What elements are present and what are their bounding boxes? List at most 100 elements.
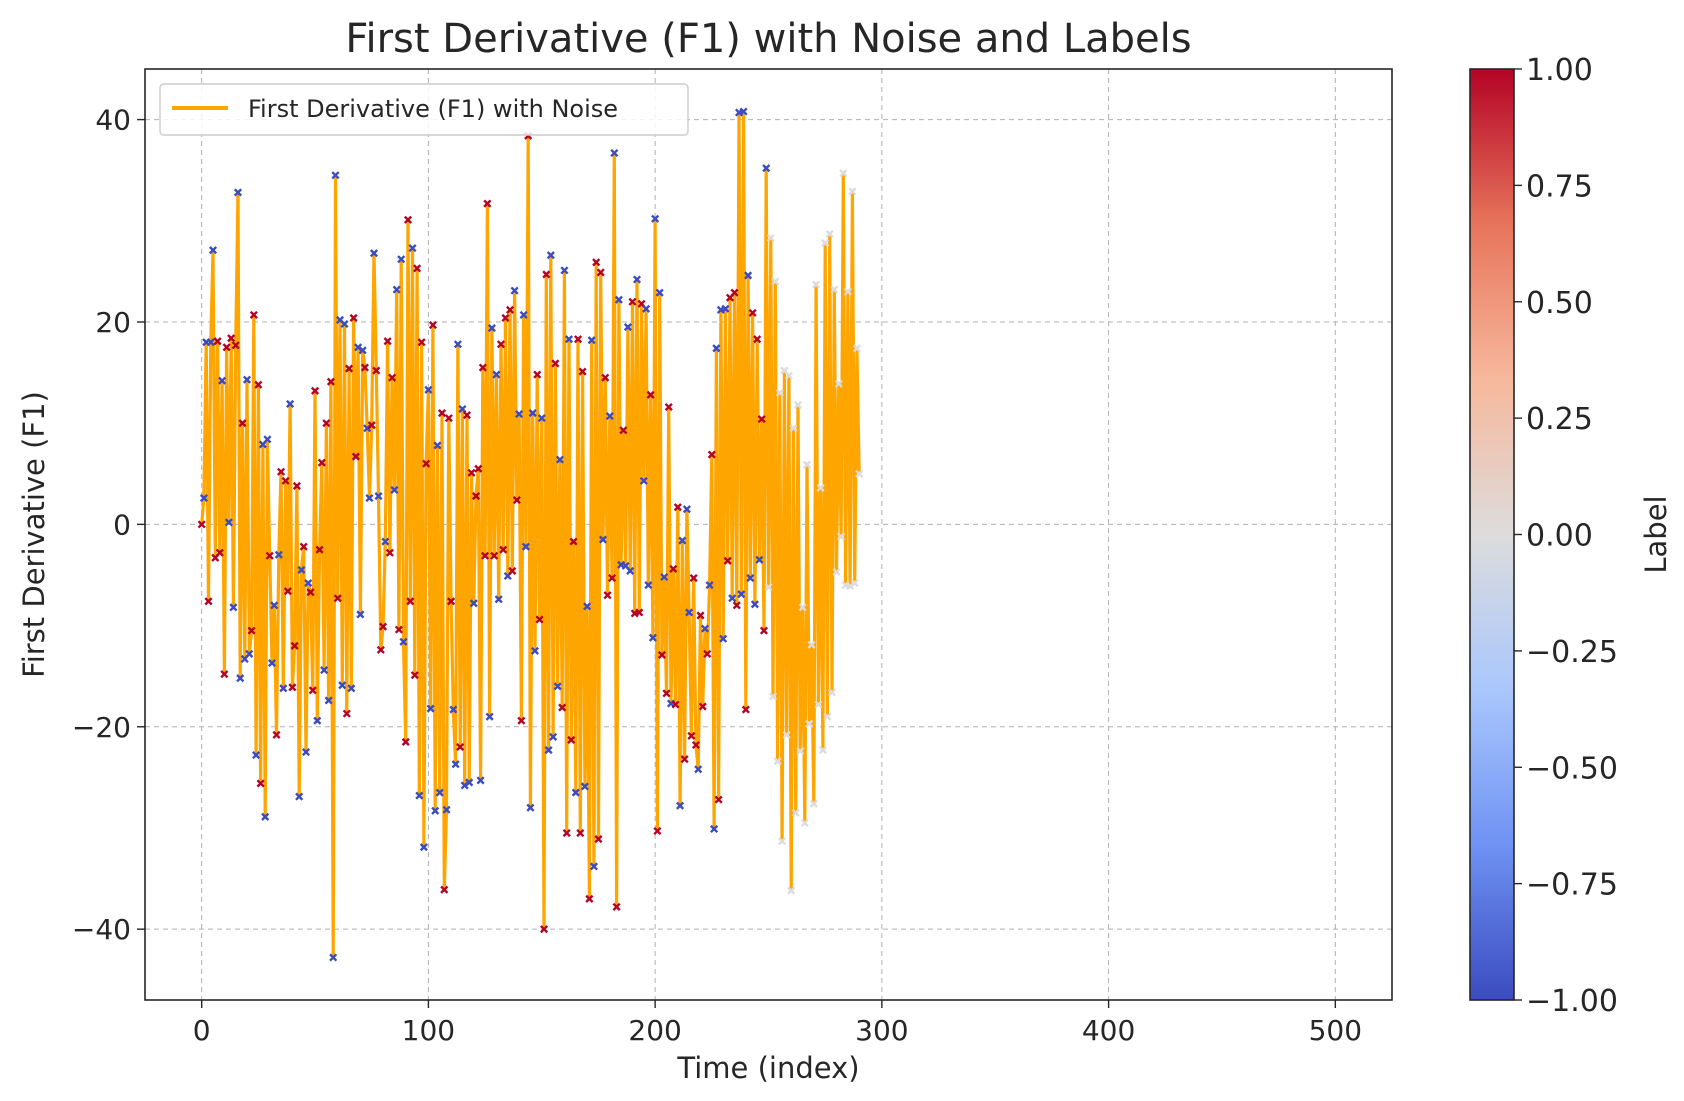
data-point-marker [290,641,299,650]
data-point-marker [435,788,444,797]
data-point-marker [206,338,215,347]
data-point-marker [267,658,277,668]
data-point-marker [501,313,510,322]
data-point-marker [691,740,700,750]
data-point-marker [687,731,696,740]
data-point-marker [320,666,329,675]
data-point-marker [245,649,254,658]
data-point-marker [608,573,617,583]
colorbar-tick-label: 0.00 [1526,519,1593,554]
legend-box [159,83,689,136]
data-point-marker [700,624,710,633]
data-point-marker [369,249,379,258]
data-point-marker [424,385,433,394]
data-point-marker [347,684,356,693]
data-point-marker [417,338,426,347]
data-point-marker [197,520,206,529]
data-point-marker [775,388,784,397]
data-point-marker [553,682,562,691]
data-point-marker [596,268,605,277]
data-point-marker [465,778,474,787]
data-point-marker [261,812,270,821]
data-point-marker [392,285,401,294]
x-tick-label: 400 [1082,1014,1135,1047]
data-point-marker [546,251,555,260]
data-point-marker [315,545,324,554]
data-point-marker [360,363,369,372]
data-point-marker [651,214,660,223]
colorbar-tick-label: 0.25 [1526,402,1593,437]
data-point-marker [732,601,741,610]
data-point-marker [519,310,528,319]
x-tick-label: 300 [855,1014,908,1047]
data-point-marker [408,244,417,253]
data-point-marker [589,862,598,871]
data-point-marker [204,597,213,606]
data-point-marker [830,285,839,294]
data-point-marker [814,700,823,709]
data-point-marker [329,953,338,962]
y-tick-label: −40 [72,913,131,946]
data-point-marker [274,550,283,559]
data-point-marker [310,386,320,395]
data-point-marker [410,671,419,680]
data-point-marker [483,199,492,208]
data-point-marker [231,341,240,350]
data-point-marker [218,376,227,385]
data-point-marker [635,608,644,617]
data-point-marker [485,712,494,721]
data-point-marker [721,304,730,313]
data-point-marker [737,590,746,599]
data-point-marker [467,468,476,477]
data-point-marker [821,239,830,248]
data-point-marker [406,597,415,606]
data-point-marker [592,258,601,267]
data-point-marker [834,379,843,388]
y-axis-ticks: −40 −20 0 20 40 [72,104,145,946]
data-point-marker [537,414,546,423]
data-point-marker [564,335,574,344]
data-point-marker [494,595,503,604]
data-point-marker [567,735,576,744]
data-point-marker [583,602,592,611]
data-point-marker [288,683,297,692]
x-tick-label: 500 [1309,1014,1362,1047]
data-point-marker [723,556,732,565]
data-point-marker [800,818,809,827]
data-point-marker [712,344,721,353]
data-point-marker [442,805,451,814]
label-markers [197,107,864,962]
series-layer [200,109,861,960]
data-point-marker [283,587,292,596]
plot-frame [144,68,1393,1001]
colorbar-tick-label: 0.50 [1526,286,1593,321]
data-point-marker [478,363,487,372]
x-axis-ticks: 0 100 200 300 400 500 [193,1000,1362,1047]
data-point-marker [326,377,335,386]
data-point-marker [626,566,635,575]
data-point-marker [809,799,818,808]
data-point-marker [660,572,669,582]
data-point-marker [229,603,238,612]
data-point-marker [499,545,508,554]
data-point-marker [696,611,705,620]
data-point-marker [839,169,848,178]
data-point-marker [748,308,757,317]
y-tick-label: −20 [72,711,131,744]
data-point-marker [213,337,222,346]
colorbar-tick-label: −0.50 [1526,751,1618,786]
data-point-marker [653,826,662,836]
data-point-marker [825,229,834,238]
data-point-marker [372,366,381,375]
data-point-marker [703,649,712,658]
data-point-marker [852,344,861,353]
data-point-marker [594,835,603,844]
data-point-marker [349,313,358,322]
data-point-marker [338,681,347,690]
data-point-marker [276,467,286,476]
data-point-marker [263,435,272,444]
data-point-marker [376,645,385,654]
data-point-marker [560,266,569,275]
data-point-marker [662,689,671,698]
